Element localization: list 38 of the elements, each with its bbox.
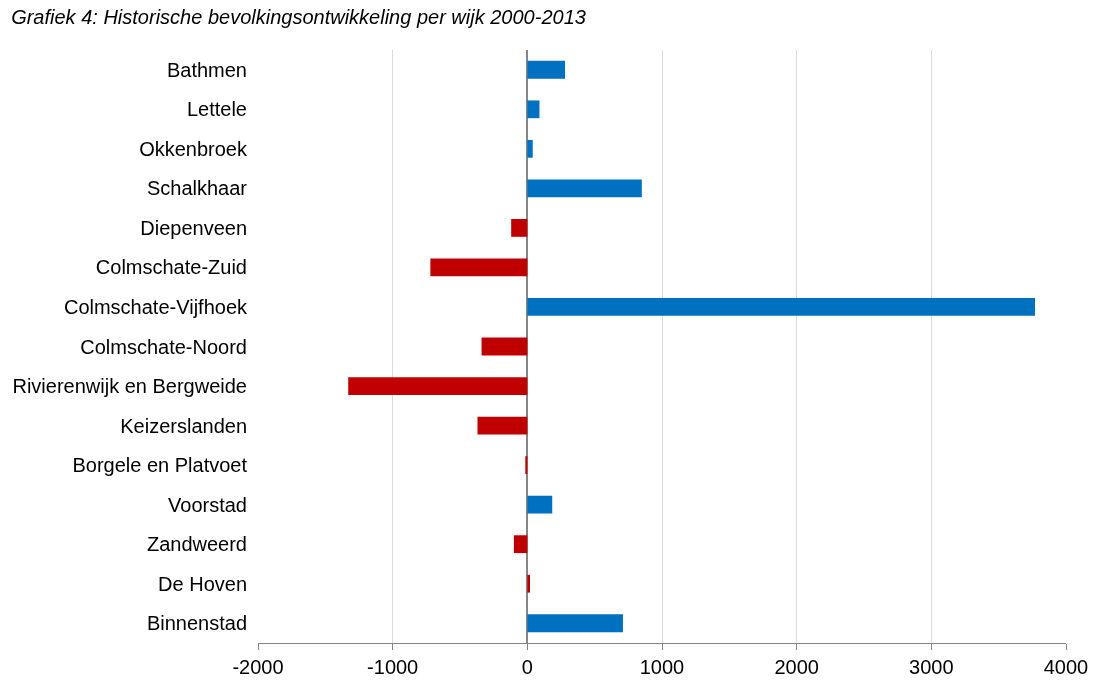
y-tick-label: Colmschate-Vijfhoek [63, 295, 248, 318]
x-tick-label: 4000 [1043, 656, 1089, 678]
y-tick-label: Schalkhaar [146, 177, 248, 200]
bar [527, 60, 566, 79]
chart-title: Grafiek 4: Historische bevolkingsontwikkeling per wijk 2000-2013 [11, 6, 586, 29]
bar [430, 258, 528, 277]
bar [527, 614, 623, 633]
bar [527, 298, 1036, 316]
y-tick-label: Lettele [186, 98, 247, 121]
y-tick-label: Voorstad [168, 493, 247, 516]
x-tick-label: 1000 [639, 656, 685, 678]
bar [527, 495, 553, 514]
y-tick-label: Diepenveen [140, 216, 247, 239]
y-tick-label: Zandweerd [146, 533, 247, 556]
y-tick-label: Binnenstad [146, 612, 247, 635]
y-tick-label: De Hoven [158, 572, 247, 595]
y-tick-label: Okkenbroek [139, 137, 248, 160]
x-tick-label: -2000 [232, 656, 284, 678]
bar [525, 456, 528, 474]
y-tick-label: Borgele en Platvoet [72, 454, 248, 477]
bar [477, 416, 528, 435]
y-tick-label: Keizerslanden [120, 414, 247, 437]
bar [527, 179, 642, 198]
x-tick-label: -1000 [367, 656, 419, 678]
x-tick-label: 2000 [774, 656, 819, 678]
bar [348, 377, 528, 395]
y-tick-label: Rivierenwijk en Bergweide [12, 375, 247, 398]
bar [481, 337, 528, 356]
x-tick-label: 3000 [909, 656, 954, 678]
y-tick-label: Colmschate-Zuid [95, 256, 247, 279]
bar [513, 535, 528, 554]
bar [511, 219, 528, 237]
bar [527, 100, 540, 119]
y-tick-label: Colmschate-Noord [80, 335, 247, 358]
bar [527, 574, 531, 593]
bar [527, 139, 533, 158]
y-tick-label: Bathmen [166, 58, 247, 81]
x-tick-label: 0 [521, 656, 533, 678]
